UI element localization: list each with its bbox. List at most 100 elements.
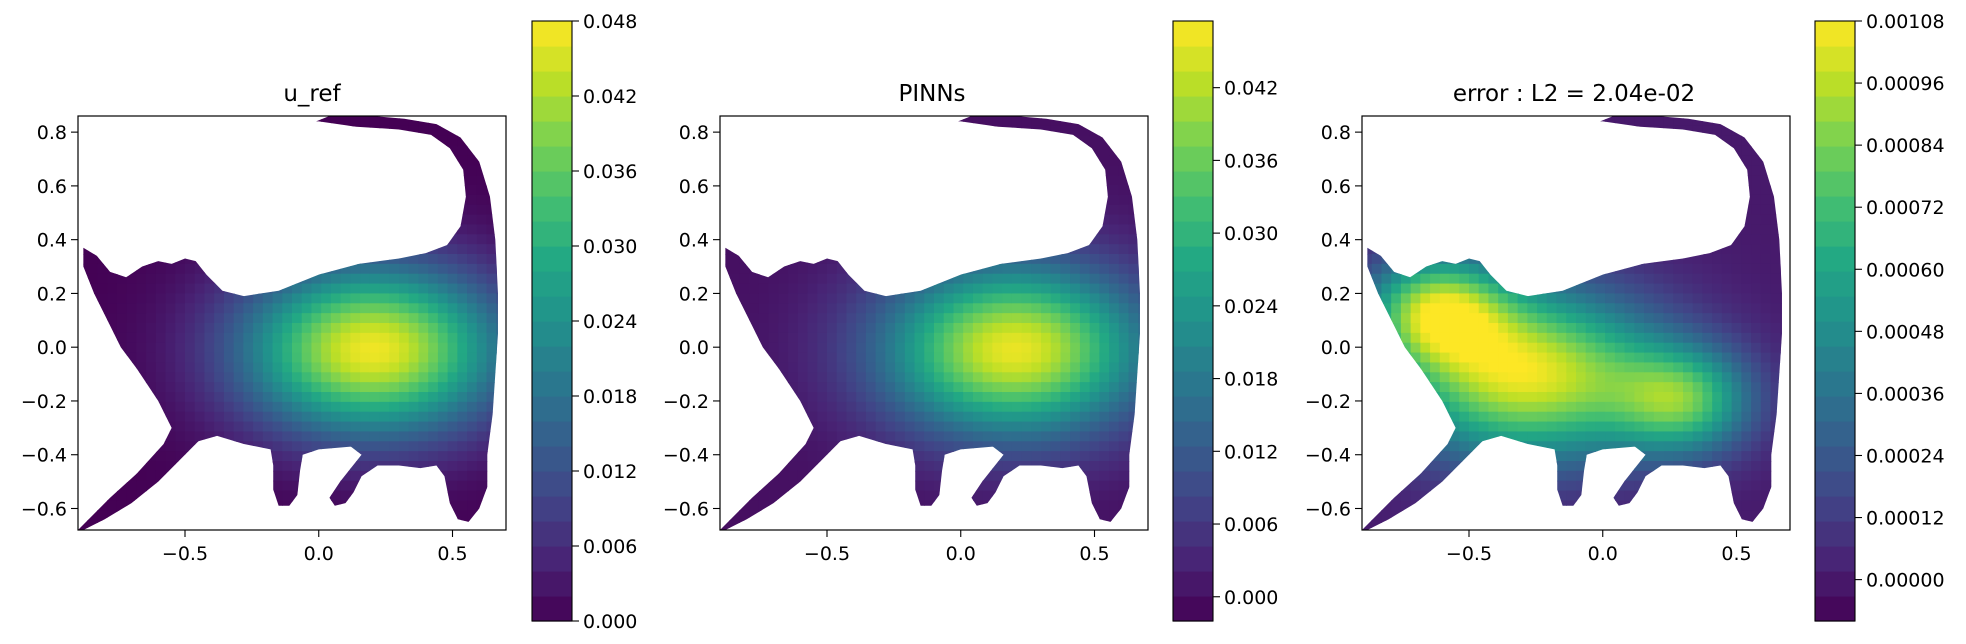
- field-cell: [457, 323, 468, 334]
- field-cell: [78, 500, 89, 511]
- field-cell: [1400, 244, 1412, 255]
- field-cell: [1109, 185, 1120, 196]
- field-cell: [1118, 165, 1130, 176]
- field-cell: [778, 470, 789, 482]
- field-cell: [214, 372, 225, 383]
- field-cell: [185, 510, 196, 521]
- field-cell: [1430, 313, 1441, 324]
- field-cell: [768, 342, 779, 354]
- field-cell: [1002, 263, 1013, 275]
- field-cell: [262, 234, 274, 245]
- field-cell: [1031, 155, 1042, 166]
- field-cell: [408, 155, 420, 166]
- field-cell: [1099, 283, 1110, 295]
- field-cell: [1362, 421, 1373, 433]
- field-cell: [1585, 273, 1597, 285]
- field-cell: [875, 116, 886, 127]
- field-cell: [330, 411, 342, 423]
- field-cell: [1031, 510, 1042, 521]
- field-cell: [827, 145, 838, 157]
- field-cell: [1050, 480, 1062, 492]
- field-cell: [856, 204, 867, 216]
- field-cell: [807, 194, 818, 206]
- field-cell: [311, 441, 322, 452]
- field-cell: [340, 500, 351, 511]
- field-cell: [729, 234, 741, 245]
- field-cell: [1070, 461, 1081, 472]
- field-cell: [467, 125, 478, 137]
- field-cell: [1527, 401, 1538, 413]
- field-cell: [992, 214, 1003, 226]
- colorbar-band: [1173, 246, 1213, 272]
- field-cell: [1556, 342, 1567, 354]
- field-cell: [1488, 234, 1499, 245]
- field-cell: [865, 313, 877, 324]
- field-cell: [982, 451, 993, 462]
- field-cell: [408, 165, 420, 176]
- field-cell: [136, 194, 147, 206]
- field-cell: [496, 165, 498, 176]
- field-cell: [1362, 441, 1373, 452]
- field-cell: [758, 500, 770, 511]
- field-cell: [282, 490, 293, 502]
- field-cell: [1566, 224, 1577, 235]
- field-cell: [301, 480, 313, 492]
- field-cell: [1021, 411, 1032, 423]
- field-cell: [1371, 392, 1383, 403]
- field-cell: [496, 204, 498, 216]
- field-cell: [1605, 332, 1616, 344]
- field-cell: [1118, 411, 1130, 423]
- field-cell: [350, 204, 361, 216]
- field-cell: [972, 401, 984, 413]
- field-cell: [1469, 342, 1480, 354]
- field-cell: [817, 411, 828, 423]
- field-cell: [1410, 431, 1421, 442]
- field-cell: [379, 155, 390, 166]
- field-cell: [350, 510, 361, 521]
- field-cell: [272, 441, 283, 452]
- field-cell: [272, 145, 283, 157]
- field-cell: [768, 293, 779, 304]
- field-cell: [885, 323, 896, 334]
- field-cell: [389, 273, 400, 285]
- field-cell: [739, 135, 750, 147]
- field-cell: [836, 411, 848, 423]
- field-cell: [1031, 263, 1042, 275]
- field-cell: [185, 313, 196, 324]
- field-cell: [136, 323, 147, 334]
- field-cell: [1109, 254, 1120, 265]
- field-cell: [1089, 254, 1100, 265]
- field-cell: [1060, 214, 1071, 226]
- field-cell: [1362, 500, 1373, 511]
- field-cell: [739, 470, 750, 482]
- field-cell: [982, 155, 993, 166]
- field-cell: [856, 244, 867, 255]
- field-cell: [1469, 194, 1480, 206]
- field-cell: [1109, 510, 1120, 521]
- field-cell: [1371, 135, 1383, 147]
- field-cell: [1128, 392, 1139, 403]
- field-cell: [1430, 382, 1441, 393]
- field-cell: [953, 165, 964, 176]
- field-cell: [136, 273, 147, 285]
- field-cell: [243, 490, 254, 502]
- field-cell: [836, 401, 848, 413]
- field-cell: [87, 372, 99, 383]
- field-cell: [116, 323, 128, 334]
- colorbar-band: [1173, 521, 1213, 547]
- field-cell: [807, 116, 818, 127]
- field-cell: [457, 145, 468, 157]
- field-cell: [223, 145, 235, 157]
- field-cell: [1128, 303, 1139, 314]
- field-cell: [107, 470, 118, 482]
- field-cell: [1138, 244, 1140, 255]
- field-cell: [1537, 520, 1548, 530]
- field-cell: [155, 313, 167, 324]
- field-cell: [1420, 500, 1431, 511]
- field-cell: [292, 283, 303, 295]
- field-cell: [1498, 490, 1509, 502]
- field-cell: [282, 431, 293, 442]
- field-cell: [418, 204, 429, 216]
- field-cell: [379, 382, 390, 393]
- y-tick-label: 0.2: [679, 283, 709, 305]
